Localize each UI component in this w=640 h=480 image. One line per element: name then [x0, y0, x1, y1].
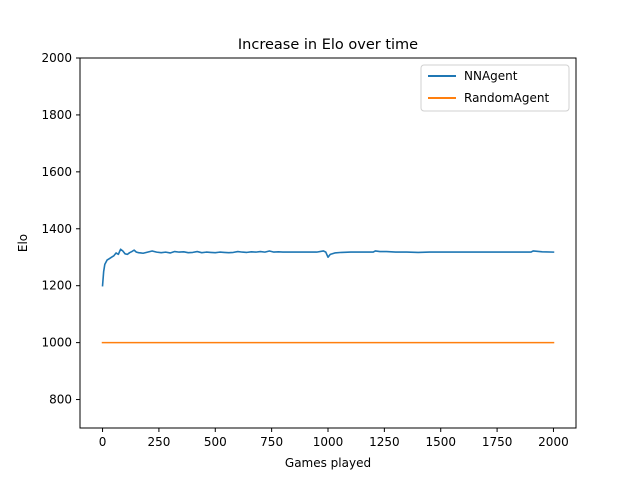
y-tick-label: 1800 [41, 108, 72, 122]
y-tick-label: 1200 [41, 279, 72, 293]
x-tick-label: 250 [147, 435, 170, 449]
chart-title: Increase in Elo over time [238, 37, 418, 53]
series-layer [101, 248, 555, 344]
x-tick-label: 2000 [538, 435, 569, 449]
x-tick-label: 1500 [425, 435, 456, 449]
y-tick-label: 1000 [41, 336, 72, 350]
x-axis-title: Games played [285, 456, 371, 470]
legend-label-randomagent: RandomAgent [464, 91, 549, 105]
x-tick-label: 750 [260, 435, 283, 449]
legend-frame [420, 64, 570, 112]
y-axis-title: Elo [16, 234, 30, 252]
legend: NNAgent RandomAgent [420, 64, 570, 112]
y-tick-label: 2000 [41, 51, 72, 65]
legend-label-nnagent: NNAgent [464, 69, 518, 83]
x-axis: 0 250 500 750 1000 1250 1500 1750 2000 [99, 428, 569, 449]
x-tick-label: 1250 [369, 435, 400, 449]
y-tick-label: 800 [49, 393, 72, 407]
y-axis: 800 1000 1200 1400 1600 1800 2000 [41, 51, 80, 407]
y-tick-label: 1600 [41, 165, 72, 179]
x-tick-label: 1750 [482, 435, 513, 449]
x-tick-label: 500 [204, 435, 227, 449]
x-tick-label: 0 [99, 435, 107, 449]
y-tick-label: 1400 [41, 222, 72, 236]
series-line-nnagent [101, 248, 555, 287]
x-tick-label: 1000 [313, 435, 344, 449]
